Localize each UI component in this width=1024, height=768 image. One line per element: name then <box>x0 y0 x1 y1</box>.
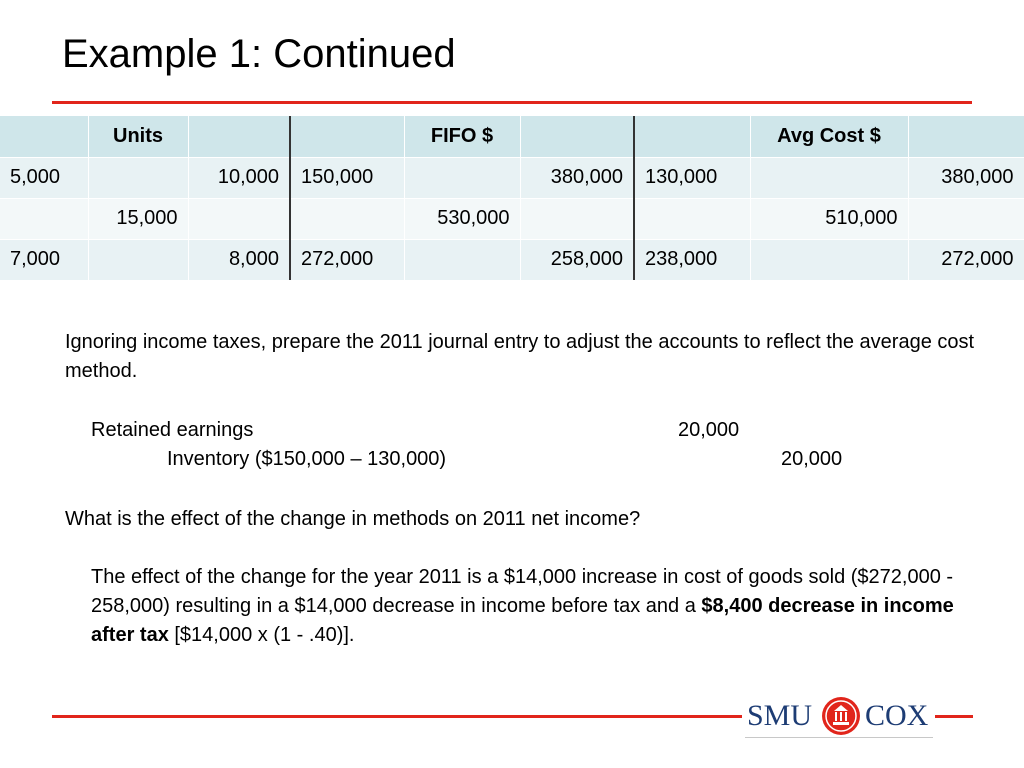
smu-cox-logo: SMU COX <box>745 694 933 738</box>
table-cell <box>188 197 291 239</box>
table-cell <box>88 156 189 198</box>
table-row: 7,000 8,000 272,000 258,000 238,000 272,… <box>0 238 1024 280</box>
question-net-income: What is the effect of the change in meth… <box>65 508 641 530</box>
header-avg-cost: Avg Cost $ <box>750 116 909 157</box>
table-cell <box>404 156 521 198</box>
table-row: 15,000 530,000 510,000 <box>0 197 1024 239</box>
table-cell: 272,000 <box>290 238 405 280</box>
journal-credit-amount: 20,000 <box>781 448 843 470</box>
logo-text-cox: COX <box>865 699 929 732</box>
journal-credit-account: Inventory ($150,000 – 130,000) <box>167 448 447 470</box>
table-cell: 130,000 <box>634 156 751 198</box>
footer-divider-right <box>935 715 973 718</box>
table-cell <box>290 197 405 239</box>
footer-divider <box>52 715 742 718</box>
table-cell: 150,000 <box>290 156 405 198</box>
table-cell: 8,000 <box>188 238 291 280</box>
table-cell: 258,000 <box>520 238 635 280</box>
table-cell: 7,000 <box>0 238 89 280</box>
header-cell <box>188 116 291 157</box>
table-cell: 530,000 <box>404 197 521 239</box>
logo-underline <box>745 737 933 738</box>
table-cell: 5,000 <box>0 156 89 198</box>
answer-text: The effect of the change for the year 20… <box>91 566 954 617</box>
logo-text-smu: SMU <box>747 699 813 732</box>
answer-text-end: [$14,000 x (1 - .40)]. <box>168 624 355 646</box>
table-cell <box>520 197 635 239</box>
header-cell <box>290 116 405 157</box>
header-cell <box>634 116 751 157</box>
table-cell <box>750 238 909 280</box>
table-cell: 380,000 <box>520 156 635 198</box>
table-cell: 510,000 <box>750 197 909 239</box>
table-cell: 10,000 <box>188 156 291 198</box>
slide-title: Example 1: Continued <box>62 32 456 76</box>
table-cell <box>88 238 189 280</box>
table-cell: 380,000 <box>908 156 1024 198</box>
table-cell: 15,000 <box>88 197 189 239</box>
title-divider <box>52 101 972 104</box>
answer-net-income: The effect of the change for the year 20… <box>91 563 971 650</box>
header-units: Units <box>88 116 189 157</box>
table-cell <box>634 197 751 239</box>
seal-icon <box>822 697 860 735</box>
journal-debit-account: Retained earnings <box>91 419 254 441</box>
inventory-table: Units FIFO $ Avg Cost $ 5,000 10,000 150… <box>0 116 1024 280</box>
journal-debit-amount: 20,000 <box>678 419 740 441</box>
answer-emphasis: $8,400 decrease in income after tax <box>91 595 954 646</box>
table-row: 5,000 10,000 150,000 380,000 130,000 380… <box>0 156 1024 198</box>
table-header-row: Units FIFO $ Avg Cost $ <box>0 116 1024 157</box>
question-journal-entry: Ignoring income taxes, prepare the 2011 … <box>65 331 975 382</box>
table-cell <box>750 156 909 198</box>
table-cell <box>0 197 89 239</box>
header-fifo: FIFO $ <box>404 116 521 157</box>
header-cell <box>520 116 635 157</box>
table-cell: 238,000 <box>634 238 751 280</box>
header-cell <box>908 116 1024 157</box>
table-cell: 272,000 <box>908 238 1024 280</box>
table-cell <box>404 238 521 280</box>
table-cell <box>908 197 1024 239</box>
header-cell <box>0 116 89 157</box>
inventory-table-container: Units FIFO $ Avg Cost $ 5,000 10,000 150… <box>0 116 1024 280</box>
